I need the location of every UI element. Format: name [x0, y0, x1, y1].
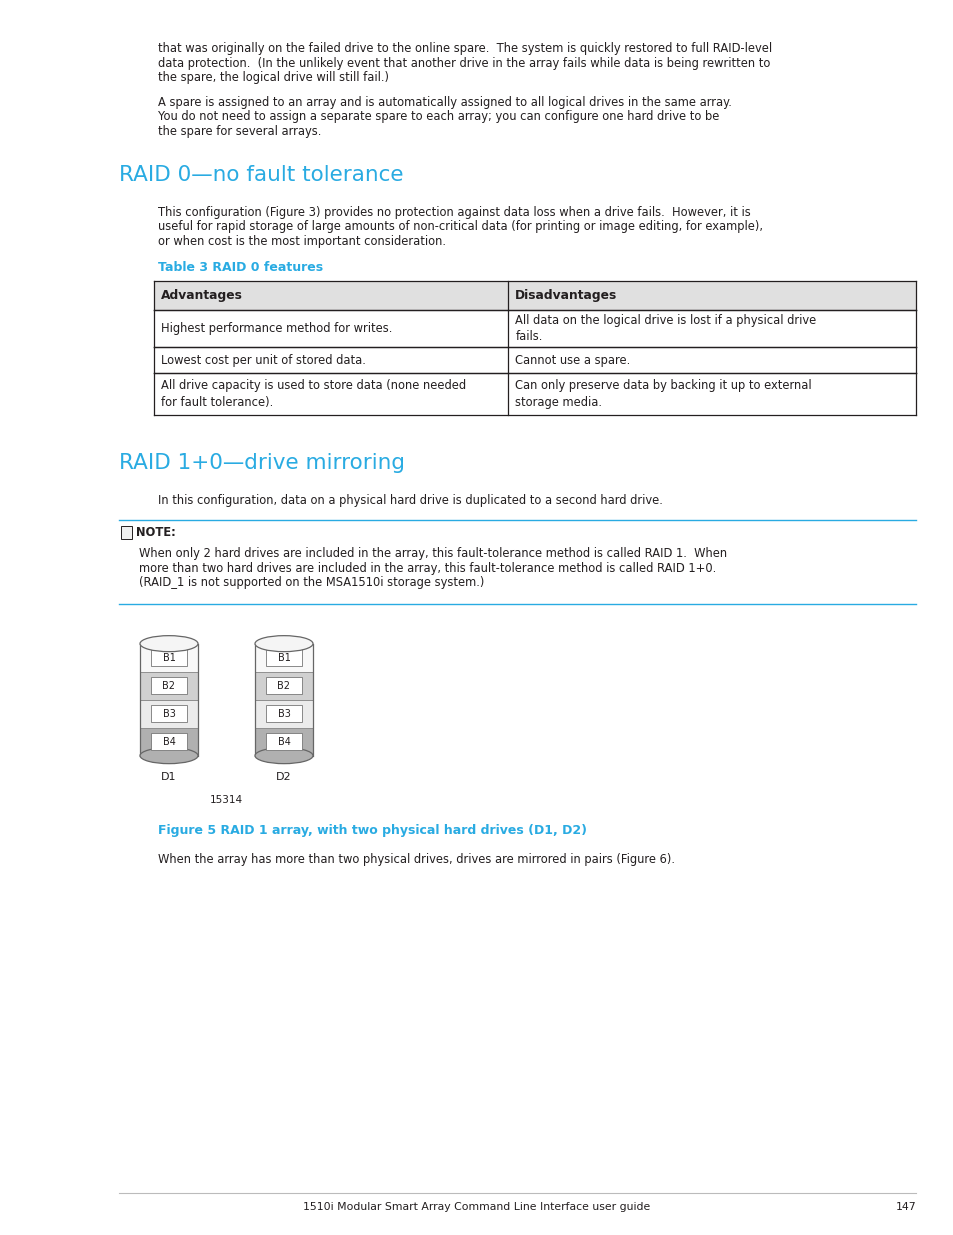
Text: RAID 1+0—drive mirroring: RAID 1+0—drive mirroring: [119, 453, 405, 473]
Text: Advantages: Advantages: [161, 289, 243, 303]
Text: Can only preserve data by backing it up to external
storage media.: Can only preserve data by backing it up …: [515, 379, 811, 409]
Text: This configuration (Figure 3) provides no protection against data loss when a dr: This configuration (Figure 3) provides n…: [158, 206, 750, 219]
Text: Lowest cost per unit of stored data.: Lowest cost per unit of stored data.: [161, 353, 366, 367]
Text: D1: D1: [161, 772, 176, 782]
Polygon shape: [254, 643, 313, 672]
Polygon shape: [140, 672, 198, 700]
Text: RAID 0—no fault tolerance: RAID 0—no fault tolerance: [119, 165, 403, 185]
Text: that was originally on the failed drive to the online spare.  The system is quic: that was originally on the failed drive …: [158, 42, 771, 56]
FancyBboxPatch shape: [151, 648, 187, 667]
Text: D2: D2: [276, 772, 292, 782]
Polygon shape: [254, 672, 313, 700]
Polygon shape: [254, 727, 313, 756]
Text: Cannot use a spare.: Cannot use a spare.: [515, 353, 630, 367]
Text: You do not need to assign a separate spare to each array; you can configure one : You do not need to assign a separate spa…: [158, 110, 719, 124]
FancyBboxPatch shape: [151, 705, 187, 722]
Text: Table 3 RAID 0 features: Table 3 RAID 0 features: [158, 261, 323, 274]
Ellipse shape: [254, 636, 313, 652]
Text: B3: B3: [162, 709, 175, 719]
Text: B2: B2: [277, 680, 291, 690]
Text: the spare for several arrays.: the spare for several arrays.: [158, 125, 321, 137]
Text: or when cost is the most important consideration.: or when cost is the most important consi…: [158, 235, 446, 248]
Text: Figure 5 RAID 1 array, with two physical hard drives (D1, D2): Figure 5 RAID 1 array, with two physical…: [158, 824, 586, 837]
Text: NOTE:: NOTE:: [136, 526, 175, 540]
FancyBboxPatch shape: [121, 526, 132, 540]
Ellipse shape: [254, 747, 313, 763]
Text: more than two hard drives are included in the array, this fault-tolerance method: more than two hard drives are included i…: [139, 562, 716, 574]
FancyBboxPatch shape: [151, 677, 187, 694]
FancyBboxPatch shape: [266, 648, 301, 667]
Polygon shape: [140, 700, 198, 727]
Ellipse shape: [140, 747, 198, 763]
FancyBboxPatch shape: [266, 705, 301, 722]
Text: Highest performance method for writes.: Highest performance method for writes.: [161, 322, 392, 335]
Polygon shape: [153, 282, 915, 310]
Text: useful for rapid storage of large amounts of non-critical data (for printing or : useful for rapid storage of large amount…: [158, 220, 762, 233]
Text: data protection.  (In the unlikely event that another drive in the array fails w: data protection. (In the unlikely event …: [158, 57, 770, 69]
Text: 147: 147: [895, 1202, 915, 1212]
Ellipse shape: [140, 636, 198, 652]
Text: B1: B1: [162, 652, 175, 663]
Text: 15314: 15314: [210, 795, 243, 805]
Text: B2: B2: [162, 680, 175, 690]
Text: All drive capacity is used to store data (none needed
for fault tolerance).: All drive capacity is used to store data…: [161, 379, 466, 409]
Text: Disadvantages: Disadvantages: [515, 289, 617, 303]
FancyBboxPatch shape: [151, 732, 187, 751]
Text: the spare, the logical drive will still fail.): the spare, the logical drive will still …: [158, 70, 389, 84]
Text: (RAID_1 is not supported on the MSA1510i storage system.): (RAID_1 is not supported on the MSA1510i…: [139, 577, 484, 589]
Polygon shape: [140, 643, 198, 672]
Text: In this configuration, data on a physical hard drive is duplicated to a second h: In this configuration, data on a physica…: [158, 494, 662, 506]
FancyBboxPatch shape: [266, 732, 301, 751]
Text: B4: B4: [277, 736, 290, 747]
Text: When only 2 hard drives are included in the array, this fault-tolerance method i: When only 2 hard drives are included in …: [139, 547, 726, 561]
Text: 1510i Modular Smart Array Command Line Interface user guide: 1510i Modular Smart Array Command Line I…: [303, 1202, 650, 1212]
Text: B3: B3: [277, 709, 290, 719]
Text: When the array has more than two physical drives, drives are mirrored in pairs (: When the array has more than two physica…: [158, 853, 675, 866]
FancyBboxPatch shape: [266, 677, 301, 694]
Text: B4: B4: [162, 736, 175, 747]
Polygon shape: [254, 700, 313, 727]
Text: A spare is assigned to an array and is automatically assigned to all logical dri: A spare is assigned to an array and is a…: [158, 95, 731, 109]
Text: All data on the logical drive is lost if a physical drive
fails.: All data on the logical drive is lost if…: [515, 314, 816, 343]
Text: B1: B1: [277, 652, 290, 663]
Polygon shape: [140, 727, 198, 756]
